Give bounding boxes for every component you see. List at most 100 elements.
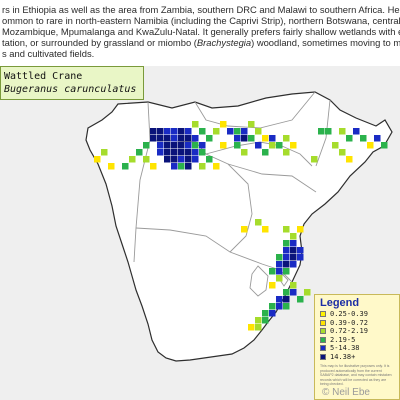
legend-label: 0.72-2.19 xyxy=(330,327,368,336)
distribution-cell xyxy=(220,142,227,149)
distribution-cell xyxy=(150,163,157,170)
legend-swatch xyxy=(320,353,326,360)
distribution-cell xyxy=(269,282,276,289)
distribution-cell xyxy=(178,149,185,156)
distribution-cell xyxy=(269,303,276,310)
legend-note: This map is for illustrative purposes on… xyxy=(320,364,392,387)
distribution-cell xyxy=(199,142,206,149)
distribution-cell xyxy=(129,156,136,163)
distribution-cell xyxy=(185,163,192,170)
distribution-cell xyxy=(234,128,241,135)
legend-item: 2.19-5 xyxy=(320,336,399,345)
distribution-cell xyxy=(178,156,185,163)
distribution-cell xyxy=(290,254,297,261)
distribution-cell xyxy=(255,219,262,226)
distribution-cell xyxy=(248,324,255,331)
legend-swatch xyxy=(320,336,326,343)
distribution-cell xyxy=(255,317,262,324)
distribution-cell xyxy=(283,254,290,261)
distribution-cell xyxy=(171,135,178,142)
distribution-cell xyxy=(164,128,171,135)
distribution-cell xyxy=(304,289,311,296)
distribution-cell xyxy=(283,149,290,156)
distribution-cell xyxy=(94,156,101,163)
distribution-cell xyxy=(108,163,115,170)
distribution-cell xyxy=(339,128,346,135)
distribution-cell xyxy=(122,163,129,170)
intro-line-4-c: ) woodland, sometimes moving to man- xyxy=(251,37,400,48)
intro-line-4-a: tation, or surrounded by grassland or mi… xyxy=(2,37,197,48)
distribution-cell xyxy=(353,128,360,135)
distribution-cell xyxy=(192,156,199,163)
intro-line-1: rs in Ethiopia as well as the area from … xyxy=(2,4,400,15)
legend-swatch xyxy=(320,345,326,352)
distribution-cell xyxy=(283,261,290,268)
distribution-cell xyxy=(255,142,262,149)
legend-label: 0.39-0.72 xyxy=(330,318,368,327)
species-common-name: Wattled Crane xyxy=(4,71,83,82)
distribution-cell xyxy=(290,142,297,149)
distribution-cell xyxy=(157,142,164,149)
distribution-cell xyxy=(262,317,269,324)
distribution-cell xyxy=(150,135,157,142)
distribution-cell xyxy=(262,149,269,156)
legend-label: 5-14.38 xyxy=(330,344,360,353)
distribution-cell xyxy=(143,156,150,163)
photo-credit: © Neil Ebe xyxy=(322,387,370,398)
distribution-cell xyxy=(318,128,325,135)
intro-text: rs in Ethiopia as well as the area from … xyxy=(0,0,400,66)
distribution-cell xyxy=(276,261,283,268)
distribution-cell xyxy=(192,149,199,156)
distribution-cell xyxy=(241,128,248,135)
distribution-cell xyxy=(276,303,283,310)
distribution-cell xyxy=(297,247,304,254)
distribution-cell xyxy=(220,121,227,128)
distribution-cell xyxy=(276,275,283,282)
distribution-cell xyxy=(311,156,318,163)
legend-swatch xyxy=(320,319,326,326)
distribution-cell xyxy=(171,128,178,135)
species-scientific-name: Bugeranus carunculatus xyxy=(4,84,137,95)
distribution-cell xyxy=(269,142,276,149)
distribution-cell xyxy=(157,149,164,156)
distribution-cell xyxy=(346,135,353,142)
distribution-cell xyxy=(346,156,353,163)
distribution-cell xyxy=(157,128,164,135)
distribution-cell xyxy=(297,254,304,261)
distribution-cell xyxy=(276,254,283,261)
distribution-cell xyxy=(283,240,290,247)
distribution-cell xyxy=(290,261,297,268)
distribution-cell xyxy=(241,149,248,156)
intro-line-5: s and cultivated fields. xyxy=(2,48,95,59)
legend-swatch xyxy=(320,311,326,318)
distribution-cell xyxy=(206,135,213,142)
distribution-cell xyxy=(185,142,192,149)
distribution-cell xyxy=(374,135,381,142)
legend-list: 0.25-0.39 0.39-0.72 0.72-2.19 2.19-5 5-14.38… xyxy=(315,310,399,361)
distribution-cell xyxy=(248,121,255,128)
distribution-cell xyxy=(213,128,220,135)
legend-item: 14.38+ xyxy=(320,353,399,362)
distribution-cell xyxy=(283,268,290,275)
genus-name: Brachystegia xyxy=(196,37,252,48)
legend-swatch xyxy=(320,328,326,335)
legend-title: Legend xyxy=(320,297,360,309)
distribution-cell xyxy=(164,142,171,149)
distribution-cell xyxy=(290,233,297,240)
legend-item: 0.25-0.39 xyxy=(320,310,399,319)
distribution-cell xyxy=(234,142,241,149)
distribution-cell xyxy=(178,135,185,142)
distribution-cell xyxy=(136,149,143,156)
distribution-cells xyxy=(94,121,388,331)
map-title-box: Wattled Crane Bugeranus carunculatus xyxy=(0,66,144,100)
distribution-cell xyxy=(283,303,290,310)
distribution-cell xyxy=(290,240,297,247)
distribution-cell xyxy=(283,289,290,296)
distribution-cell xyxy=(283,247,290,254)
distribution-cell xyxy=(199,128,206,135)
distribution-cell xyxy=(276,142,283,149)
legend-panel: Legend 0.25-0.39 0.39-0.72 0.72-2.19 2.19-5… xyxy=(314,294,400,400)
distribution-cell xyxy=(171,163,178,170)
distribution-cell xyxy=(171,149,178,156)
distribution-cell xyxy=(325,128,332,135)
